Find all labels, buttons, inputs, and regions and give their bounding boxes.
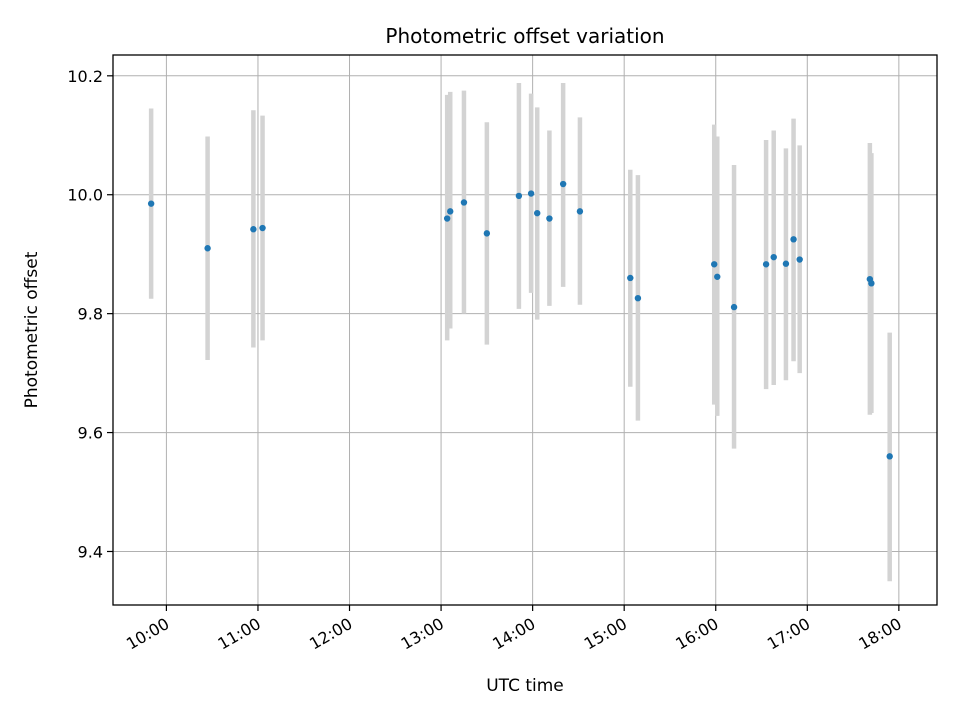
data-point — [714, 273, 721, 280]
data-point — [559, 180, 567, 188]
data-point — [634, 294, 642, 302]
chart-title: Photometric offset variation — [385, 24, 664, 48]
data-point — [576, 208, 584, 215]
data-point — [770, 253, 777, 261]
y-tick-label: 10.0 — [67, 186, 103, 205]
y-axis-title: Photometric offset — [22, 251, 42, 408]
data-point — [796, 256, 803, 263]
y-tick-label: 9.6 — [78, 424, 103, 443]
y-tick-label: 9.8 — [78, 305, 103, 324]
data-point — [627, 274, 634, 282]
data-point — [443, 215, 451, 222]
data-point — [515, 192, 523, 200]
data-point — [782, 260, 790, 267]
data-point — [259, 224, 266, 232]
data-point — [730, 303, 738, 311]
data-point — [527, 190, 535, 197]
data-point — [711, 261, 718, 268]
data-point — [483, 230, 491, 237]
data-point — [460, 199, 468, 206]
data-point — [790, 236, 797, 243]
data-point — [250, 226, 257, 233]
y-tick-label: 9.4 — [78, 542, 103, 561]
data-point — [868, 280, 875, 287]
y-tick-label: 10.2 — [67, 67, 103, 86]
x-axis-title: UTC time — [486, 676, 564, 696]
y-axis: 9.4 9.6 9.8 10.0 10.2 — [67, 67, 113, 561]
plot-frame — [112, 54, 938, 606]
data-points — [147, 180, 893, 460]
data-point — [447, 208, 454, 215]
data-point — [147, 200, 155, 207]
data-point — [534, 209, 541, 217]
data-point — [886, 453, 893, 460]
data-point — [762, 261, 770, 268]
data-point — [204, 245, 211, 252]
data-point — [546, 215, 553, 222]
